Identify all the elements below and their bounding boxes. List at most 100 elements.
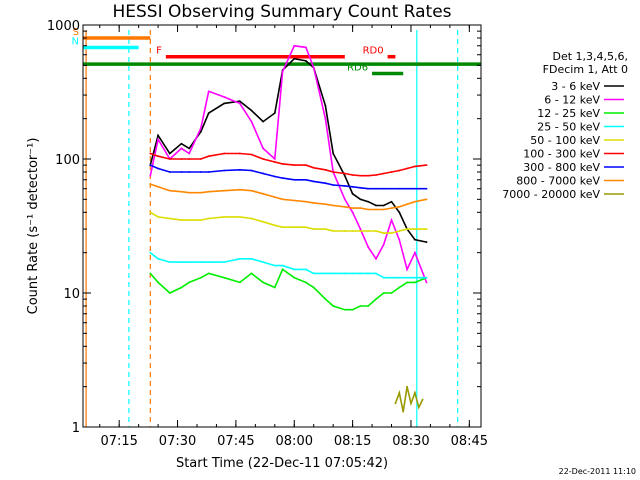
data-point [223, 169, 226, 172]
data-point [305, 164, 307, 167]
data-point [207, 171, 210, 173]
data-point [199, 127, 202, 130]
data-point [406, 228, 408, 230]
data-point [413, 187, 416, 190]
data-point [375, 298, 377, 301]
data-point [425, 241, 428, 243]
data-point [180, 261, 183, 264]
data-point [250, 257, 253, 260]
data-point [199, 261, 202, 264]
data-point [425, 198, 428, 201]
data-point [273, 161, 276, 163]
data-point [359, 272, 362, 275]
data-point [305, 226, 307, 229]
data-point [168, 158, 171, 160]
data-point [188, 281, 191, 284]
data-point [188, 191, 191, 194]
data-point [390, 276, 393, 279]
data-point [359, 305, 362, 307]
data-point [312, 180, 315, 183]
data-point [281, 177, 284, 180]
series-line-2 [149, 268, 427, 311]
data-point [324, 298, 327, 301]
data-point [180, 147, 183, 150]
data-point [199, 130, 202, 133]
data-point [406, 276, 408, 279]
data-point [157, 134, 159, 137]
data-point [343, 174, 346, 177]
data-point [406, 167, 408, 170]
data-point [375, 272, 377, 275]
data-point [324, 182, 327, 185]
data-point [359, 230, 362, 232]
data-point [168, 152, 171, 155]
series-line-4 [149, 211, 427, 234]
data-point [262, 120, 265, 123]
y-tick-label: 1000 [47, 19, 80, 34]
data-point [406, 281, 408, 284]
data-point [305, 46, 307, 49]
data-point [188, 152, 191, 155]
flag-label-rd0: RD0 [363, 46, 384, 57]
data-point [324, 168, 327, 171]
legend-label: 12 - 25 keV [537, 107, 600, 120]
data-point [273, 175, 276, 178]
legend-label: 3 - 6 keV [551, 80, 600, 93]
data-point [238, 281, 241, 284]
data-point [262, 281, 265, 284]
x-axis-ticks: 07:15 07:30 07:45 08:00 08:15 08:30 08:45 [99, 25, 488, 449]
data-point [375, 257, 377, 260]
data-point [250, 217, 253, 220]
data-point [332, 272, 335, 275]
data-point [324, 228, 327, 230]
data-point [343, 205, 346, 208]
data-point [281, 198, 284, 201]
data-point [149, 174, 152, 177]
legend-label: 7000 - 20000 keV [502, 188, 600, 201]
data-point [406, 203, 408, 206]
x-tick-label: 07:15 [100, 434, 137, 449]
data-point [413, 200, 416, 203]
footer-timestamp: 22-Dec-2011 11:10 [559, 467, 636, 476]
data-point [180, 190, 183, 193]
y-tick-label: 10 [63, 287, 80, 302]
data-point [223, 215, 226, 218]
data-point [367, 208, 370, 211]
data-point [293, 178, 296, 181]
data-point [168, 292, 171, 294]
data-point [238, 152, 241, 155]
data-point [199, 171, 202, 173]
data-point [406, 268, 408, 271]
data-point [324, 117, 327, 120]
data-point [199, 219, 202, 221]
data-point [293, 268, 296, 271]
data-point [157, 281, 159, 284]
x-tick-label: 08:15 [334, 434, 371, 449]
data-point [413, 391, 416, 394]
plot-frame [82, 24, 482, 428]
data-point [382, 172, 385, 175]
legend-label: 800 - 7000 keV [516, 175, 600, 188]
data-point [207, 155, 210, 158]
data-point [199, 191, 202, 194]
data-point [293, 44, 296, 47]
data-point [293, 276, 296, 279]
data-point [223, 261, 226, 264]
data-point [262, 172, 265, 175]
data-point [402, 410, 405, 413]
data-point [273, 112, 276, 115]
legend: Det 1,3,4,5,6,FDecim 1, Att 0 3 - 6 keV6 … [502, 50, 628, 201]
data-point [223, 102, 226, 105]
flag-label-s: S [73, 27, 79, 38]
data-point [413, 276, 416, 279]
data-point [398, 391, 401, 394]
data-point [207, 112, 210, 115]
data-point [180, 158, 183, 160]
data-point [324, 272, 327, 275]
data-point [332, 230, 335, 232]
data-point [273, 286, 276, 289]
data-point [312, 66, 315, 69]
data-point [207, 190, 210, 193]
plot-area: SN F RD0 RD6 [72, 27, 481, 427]
data-point [375, 187, 377, 190]
